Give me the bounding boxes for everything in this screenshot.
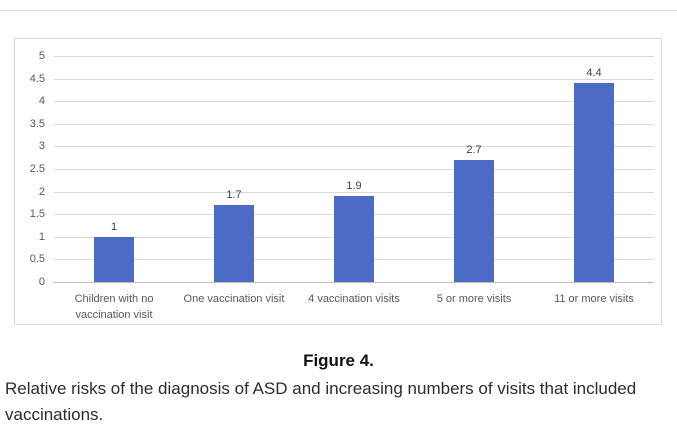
- bar-value-label: 1.9: [346, 180, 362, 193]
- bar-5: [574, 83, 614, 282]
- bar-value-label: 1: [110, 220, 118, 233]
- bar-chart-plot-area: 0 0.5 1 1.5 2 2.5 3 3.5 4 4.5 5 1 Children with no v…: [15, 39, 661, 324]
- y-axis-tick-label: 2: [38, 185, 45, 198]
- x-axis-category-label: One vaccination visit: [183, 293, 285, 305]
- figure-number-title: Figure 4.: [303, 351, 374, 370]
- bar-4: [454, 159, 494, 282]
- y-axis-tick-label: 1: [38, 230, 45, 243]
- top-divider-line: [0, 10, 677, 11]
- y-axis-tick-label: 1.5: [29, 208, 45, 221]
- y-axis-tick-label: 0.5: [29, 253, 45, 266]
- x-axis-category-label: 4 vaccination visits: [308, 293, 400, 305]
- figure-caption-text: Relative risks of the diagnosis of ASD a…: [5, 379, 637, 424]
- bar-chart-panel: 0 0.5 1 1.5 2 2.5 3 3.5 4 4.5 5 1 Children with no v…: [14, 38, 662, 325]
- gridline: [54, 123, 654, 125]
- x-axis-line: [54, 282, 654, 283]
- gridline: [54, 78, 654, 80]
- gridline: [54, 146, 654, 148]
- gridline: [54, 191, 654, 193]
- bar-value-label: 2.7: [466, 143, 482, 156]
- x-axis-category-label: Children with no vaccination visit: [74, 293, 154, 321]
- y-axis-tick-label: 3.5: [29, 117, 45, 130]
- x-axis-category-label: 5 or more visits: [436, 293, 512, 305]
- bar-value-label: 1.7: [226, 189, 242, 202]
- bar-value-label: 4.4: [586, 67, 602, 80]
- x-axis-category-label: 11 or more visits: [554, 293, 634, 305]
- gridline: [54, 169, 654, 170]
- bar-1: [94, 236, 134, 282]
- y-axis-tick-label: 2.5: [29, 163, 45, 175]
- y-axis-tick-label: 4: [38, 95, 45, 108]
- y-axis-tick-label: 0: [38, 276, 45, 288]
- y-axis-tick-label: 4.5: [29, 72, 45, 85]
- gridline: [54, 56, 654, 57]
- bar-3: [334, 196, 374, 282]
- y-axis-tick-label: 3: [38, 140, 45, 153]
- y-axis-tick-label: 5: [38, 50, 45, 62]
- bar-2: [214, 205, 254, 282]
- gridline: [54, 101, 654, 103]
